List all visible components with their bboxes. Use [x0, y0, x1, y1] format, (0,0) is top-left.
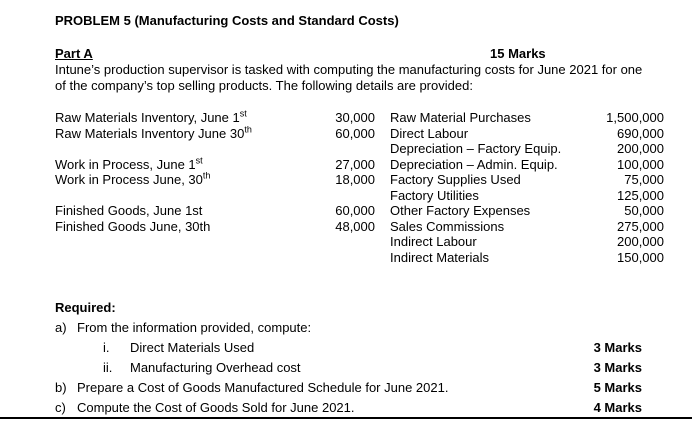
table-row: Work in Process June, 30th 18,000 Factory … — [55, 170, 664, 188]
right-item-label: Indirect Materials — [390, 249, 489, 265]
left-item-label — [55, 250, 305, 266]
left-item-label: Work in Process, June 1st — [55, 155, 203, 172]
table-row: Indirect Materials 150,000 — [55, 249, 664, 266]
right-item-value: 150,000 — [617, 249, 664, 265]
left-item-label: Finished Goods June, 30th — [55, 218, 211, 234]
right-item-value: 100,000 — [617, 156, 664, 172]
left-item-label: Raw Materials Inventory, June 1st — [55, 108, 247, 125]
left-item-value — [305, 234, 375, 250]
part-a-marks: 15 Marks — [490, 46, 546, 61]
left-item-label — [55, 188, 305, 204]
left-item-value: 60,000 — [335, 125, 375, 141]
intro-paragraph: Intune’s production supervisor is tasked… — [55, 62, 643, 93]
required-item-prefix: a) — [55, 320, 67, 335]
required-item: ii. Manufacturing Overhead cost 3 Marks — [55, 358, 662, 378]
right-item-label: Raw Material Purchases — [390, 110, 531, 125]
right-item-value: 125,000 — [617, 187, 664, 203]
right-item-label: Indirect Labour — [390, 234, 477, 249]
part-a-row: Part A 15 Marks — [55, 46, 662, 62]
table-row: Raw Materials Inventory June 30th 60,000 D… — [55, 124, 664, 142]
right-item-label: Factory Utilities — [390, 187, 479, 203]
required-item-text: Manufacturing Overhead cost — [130, 360, 301, 375]
required-item-text: Prepare a Cost of Goods Manufactured Sch… — [77, 380, 449, 395]
right-item-label: Depreciation – Admin. Equip. — [390, 156, 558, 172]
column-gap — [375, 126, 390, 142]
problem-title: PROBLEM 5 (Manufacturing Costs and Stand… — [55, 13, 399, 28]
required-item-marks: 3 Marks — [593, 360, 642, 375]
required-item-text: Direct Materials Used — [130, 340, 255, 355]
required-item-prefix: ii. — [103, 360, 113, 375]
required-item-marks: 3 Marks — [593, 340, 642, 355]
column-gap — [375, 110, 390, 126]
column-gap — [375, 203, 390, 219]
right-item-label: Sales Commissions — [390, 218, 505, 234]
right-item-label: Depreciation – Factory Equip. — [390, 141, 562, 156]
left-item-value: 60,000 — [335, 203, 375, 218]
left-item-value — [305, 250, 375, 266]
required-list: a) From the information provided, compute… — [55, 318, 662, 418]
required-item: a) From the information provided, compute… — [55, 318, 662, 338]
bottom-rule — [0, 417, 692, 419]
left-item-label: Work in Process June, 30th — [55, 170, 211, 187]
required-heading: Required: — [55, 300, 116, 315]
required-item-prefix: c) — [55, 400, 66, 415]
left-item-value: 18,000 — [335, 172, 375, 187]
right-item-value: 275,000 — [617, 218, 664, 234]
required-item-text: From the information provided, compute: — [77, 320, 312, 335]
left-item-value: 30,000 — [335, 110, 375, 125]
column-gap — [375, 219, 390, 235]
column-gap — [375, 157, 390, 173]
column-gap — [375, 250, 390, 266]
column-gap — [375, 141, 390, 157]
right-item-value: 200,000 — [617, 234, 664, 249]
right-item-label: Direct Labour — [390, 125, 469, 141]
required-item-marks: 4 Marks — [593, 400, 642, 415]
table-row: Depreciation – Factory Equip. 200,000 — [55, 141, 664, 157]
right-item-value: 75,000 — [624, 172, 664, 187]
required-item-prefix: b) — [55, 380, 67, 395]
left-item-label — [55, 141, 305, 157]
left-item-value — [305, 141, 375, 157]
column-gap — [375, 234, 390, 250]
left-item-value: 48,000 — [335, 218, 375, 234]
required-item-text: Compute the Cost of Goods Sold for June … — [77, 400, 355, 415]
details-table: Raw Materials Inventory, June 1st 30,000 R… — [55, 108, 664, 266]
required-item-prefix: i. — [103, 340, 110, 355]
table-row: Finished Goods June, 30th 48,000 Sales Com… — [55, 218, 664, 235]
left-item-value — [305, 188, 375, 204]
right-item-value: 200,000 — [617, 141, 664, 156]
required-item: b) Prepare a Cost of Goods Manufactured S… — [55, 378, 662, 398]
left-item-label: Raw Materials Inventory June 30th — [55, 124, 252, 141]
right-item-label: Other Factory Expenses — [390, 203, 531, 218]
part-a-label: Part A — [55, 46, 93, 61]
left-item-value: 27,000 — [335, 156, 375, 172]
required-item: c) Compute the Cost of Goods Sold for Jun… — [55, 398, 662, 418]
table-row: Finished Goods, June 1st 60,000 Other Fact… — [55, 203, 664, 219]
required-item: i. Direct Materials Used 3 Marks — [55, 338, 662, 358]
right-item-label: Factory Supplies Used — [390, 172, 521, 187]
right-item-value: 50,000 — [624, 203, 664, 218]
right-item-value: 1,500,000 — [606, 110, 664, 125]
column-gap — [375, 188, 390, 204]
required-item-marks: 5 Marks — [593, 380, 642, 395]
required-section: Required: a) From the information provide… — [55, 298, 662, 418]
table-row: Indirect Labour 200,000 — [55, 234, 664, 250]
table-row: Factory Utilities 125,000 — [55, 187, 664, 204]
left-item-label: Finished Goods, June 1st — [55, 203, 203, 218]
column-gap — [375, 172, 390, 188]
left-item-label — [55, 234, 305, 250]
table-row: Work in Process, June 1st 27,000 Depreciat… — [55, 155, 664, 173]
table-row: Raw Materials Inventory, June 1st 30,000 R… — [55, 108, 664, 126]
right-item-value: 690,000 — [617, 125, 664, 141]
